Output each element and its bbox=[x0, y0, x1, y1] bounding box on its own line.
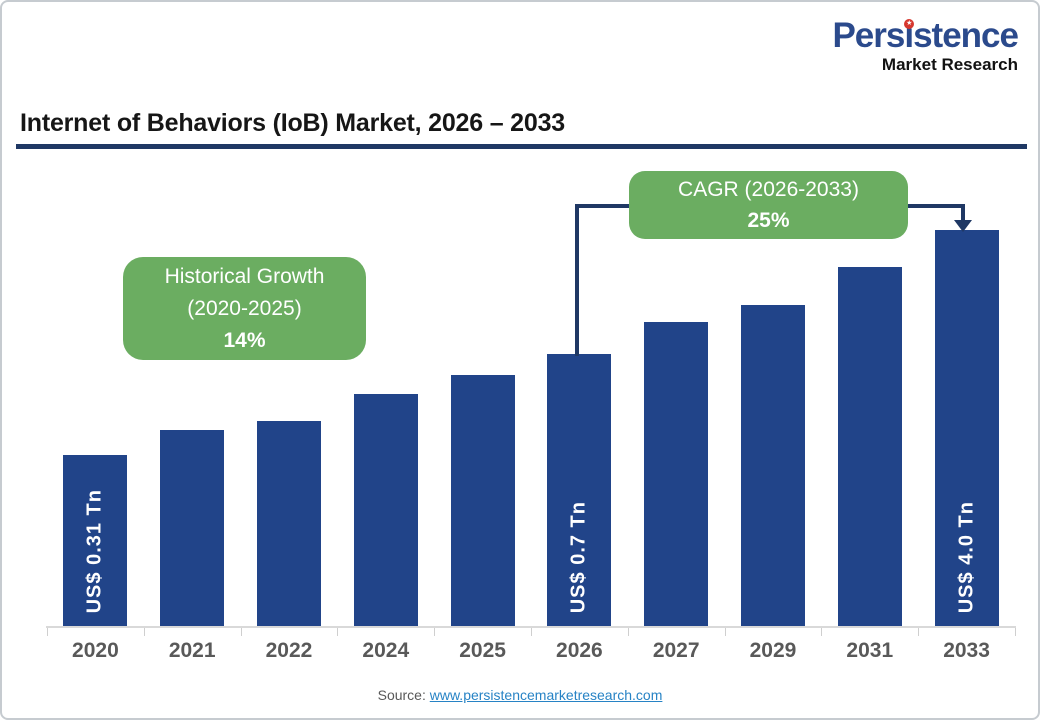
x-axis-labels: 2020 2021 2022 2024 2025 2026 2027 2029 2031 2033 bbox=[47, 639, 1015, 663]
x-axis-tick bbox=[821, 628, 823, 636]
bar-2020: US$ 0.31 Tn bbox=[63, 455, 128, 627]
bar-slot-2021 bbox=[144, 2, 241, 627]
arrow-down-icon bbox=[954, 220, 972, 232]
x-axis-tick bbox=[918, 628, 920, 636]
x-axis-label-2022: 2022 bbox=[265, 639, 313, 662]
x-axis-label-2025: 2025 bbox=[459, 639, 506, 662]
bar-slot-2024 bbox=[337, 2, 434, 627]
bar-value-label-2026: US$ 0.7 Tn bbox=[567, 500, 590, 613]
x-axis-label-2029: 2029 bbox=[749, 639, 797, 662]
star-dot-icon: ★ bbox=[903, 19, 914, 29]
historical-growth-value: 14% bbox=[223, 328, 266, 352]
bar-slot-2025 bbox=[434, 2, 531, 627]
x-axis-label-2026: 2026 bbox=[556, 639, 603, 662]
title-underline-rule bbox=[16, 144, 1027, 149]
bar-slot-2027 bbox=[628, 2, 725, 627]
connector-vertical-2026 bbox=[575, 204, 579, 356]
historical-growth-line2: (2020-2025) bbox=[187, 296, 302, 320]
logo-brand-text: Persı ★ stence bbox=[832, 16, 1019, 55]
x-axis-label-2021: 2021 bbox=[168, 639, 216, 662]
historical-growth-callout: Historical Growth (2020-2025) 14% bbox=[123, 257, 366, 360]
x-axis-tick bbox=[531, 628, 532, 636]
connector-vertical-2033 bbox=[961, 204, 965, 221]
bar-chart: US$ 0.31 Tn US$ 0.7 Tn US$ 4.0 Tn bbox=[47, 2, 1015, 627]
x-axis-tick bbox=[1015, 628, 1016, 636]
bar-slot-2029 bbox=[725, 2, 822, 627]
logo-star-i: ı ★ bbox=[903, 16, 914, 55]
x-axis-tick bbox=[627, 628, 629, 636]
bar-2022 bbox=[256, 421, 321, 627]
bar-2021 bbox=[160, 430, 225, 627]
x-axis-tick bbox=[143, 628, 145, 636]
x-axis-line bbox=[46, 626, 1016, 628]
cagr-callout: CAGR (2026-2033) 25% bbox=[629, 171, 908, 239]
bar-2027 bbox=[644, 322, 709, 627]
x-axis-tick bbox=[337, 628, 339, 636]
cagr-value: 25% bbox=[747, 209, 790, 232]
bar-value-label-2033: US$ 4.0 Tn bbox=[955, 500, 978, 613]
logo-subtitle: Market Research bbox=[881, 54, 1018, 74]
x-axis-tick bbox=[434, 628, 436, 636]
bar-2033: US$ 4.0 Tn bbox=[934, 230, 999, 627]
connector-horizontal-right bbox=[906, 204, 965, 208]
bar-2029 bbox=[740, 305, 805, 627]
bar-2026: US$ 0.7 Tn bbox=[547, 354, 612, 627]
x-axis-label-2020: 2020 bbox=[72, 639, 119, 662]
cagr-line1: CAGR (2026-2033) bbox=[678, 178, 859, 201]
bar-2031 bbox=[837, 267, 902, 627]
connector-horizontal-left bbox=[575, 204, 631, 208]
x-axis-tick bbox=[240, 628, 242, 636]
bar-slot-2026: US$ 0.7 Tn bbox=[531, 2, 628, 627]
logo: Persı ★ stence Market Research bbox=[832, 16, 1019, 74]
page-title: Internet of Behaviors (IoB) Market, 2026… bbox=[20, 109, 565, 137]
x-axis-label-2031: 2031 bbox=[846, 639, 894, 662]
x-axis-label-2033: 2033 bbox=[943, 639, 990, 662]
source-line: Source: www.persistencemarketresearch.co… bbox=[2, 687, 1038, 703]
historical-growth-line1: Historical Growth bbox=[164, 264, 325, 288]
bar-2025 bbox=[450, 375, 515, 627]
x-axis-tick bbox=[724, 628, 726, 636]
source-prefix: Source: bbox=[377, 687, 430, 703]
x-axis-label-2024: 2024 bbox=[362, 639, 410, 662]
bar-slot-2031 bbox=[821, 2, 918, 627]
x-axis-tick bbox=[47, 628, 48, 636]
bar-slot-2020: US$ 0.31 Tn bbox=[47, 2, 144, 627]
bar-slot-2033: US$ 4.0 Tn bbox=[918, 2, 1015, 627]
bar-value-label-2020: US$ 0.31 Tn bbox=[83, 488, 106, 613]
bar-2024 bbox=[353, 394, 418, 627]
source-link[interactable]: www.persistencemarketresearch.com bbox=[429, 687, 663, 703]
bar-slot-2022 bbox=[241, 2, 338, 627]
x-axis-label-2027: 2027 bbox=[652, 639, 700, 662]
